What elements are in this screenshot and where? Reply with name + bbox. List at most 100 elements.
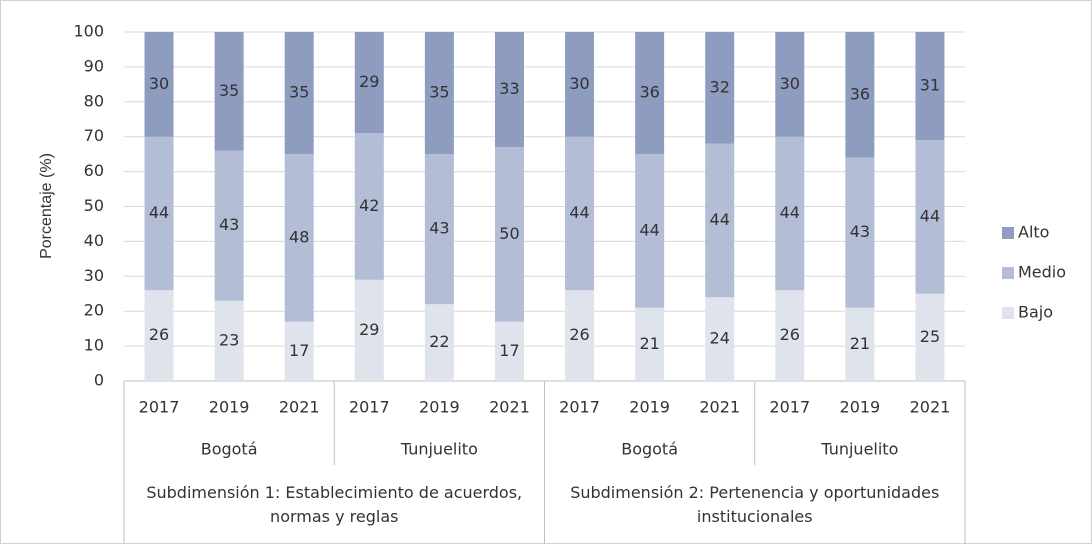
data-label: 36 xyxy=(850,84,870,103)
bar-segment xyxy=(424,32,454,155)
data-label: 35 xyxy=(219,81,239,100)
data-label: 35 xyxy=(429,83,449,102)
group-label: Bogotá xyxy=(621,440,678,459)
bar-segment xyxy=(494,321,524,381)
data-label: 22 xyxy=(429,332,449,351)
legend-swatch xyxy=(1002,227,1014,239)
data-label: 36 xyxy=(639,83,659,102)
y-axis-label: Porcentaje (%) xyxy=(38,153,55,259)
legend-swatch xyxy=(1002,307,1014,319)
bar-segment xyxy=(775,136,805,291)
legend-swatch xyxy=(1002,267,1014,279)
y-tick-label: 40 xyxy=(84,231,104,250)
data-label: 26 xyxy=(569,325,589,344)
x-tick-label: 2019 xyxy=(840,398,881,417)
bar-segment xyxy=(565,32,595,137)
y-tick-label: 20 xyxy=(84,301,104,320)
bar-segment xyxy=(424,304,454,381)
x-tick-label: 2021 xyxy=(279,398,320,417)
bar-segment xyxy=(775,32,805,137)
data-label: 43 xyxy=(850,222,870,241)
x-tick-label: 2017 xyxy=(349,398,390,417)
y-tick-label: 60 xyxy=(84,161,104,180)
y-tick-label: 70 xyxy=(84,126,104,145)
y-tick-label: 30 xyxy=(84,266,104,285)
bar-segment xyxy=(284,32,314,155)
bar-segment xyxy=(494,32,524,148)
legend-label: Bajo xyxy=(1018,303,1053,322)
bar-segment xyxy=(494,147,524,322)
supergroup-label: Subdimensión 2: Pertenencia y oportunida… xyxy=(570,483,940,526)
bar-segment xyxy=(845,32,875,158)
bar-segment xyxy=(214,32,244,151)
data-label: 30 xyxy=(780,74,800,93)
data-label: 44 xyxy=(149,203,169,222)
data-label: 44 xyxy=(639,220,659,239)
bar-segment xyxy=(635,154,665,308)
data-label: 32 xyxy=(710,77,730,96)
bar-segment xyxy=(144,290,174,381)
bar-segment xyxy=(424,154,454,305)
data-label: 25 xyxy=(920,327,940,346)
group-label: Tunjuelito xyxy=(400,440,478,459)
x-tick-label: 2017 xyxy=(769,398,810,417)
y-tick-label: 10 xyxy=(84,336,104,355)
data-label: 48 xyxy=(289,227,309,246)
bar-segment xyxy=(284,154,314,322)
data-label: 17 xyxy=(499,341,519,360)
group-label: Bogotá xyxy=(201,440,258,459)
data-label: 44 xyxy=(780,203,800,222)
x-tick-label: 2021 xyxy=(910,398,951,417)
bar-segment xyxy=(705,143,735,298)
bar-segment xyxy=(565,290,595,381)
data-label: 42 xyxy=(359,196,379,215)
y-tick-label: 80 xyxy=(84,91,104,110)
group-label: Tunjuelito xyxy=(820,440,898,459)
y-tick-label: 0 xyxy=(94,371,104,390)
bar-segment xyxy=(845,157,875,308)
data-label: 30 xyxy=(149,74,169,93)
data-label: 24 xyxy=(710,329,730,348)
data-label: 43 xyxy=(429,219,449,238)
data-label: 50 xyxy=(499,224,519,243)
legend-label: Medio xyxy=(1018,263,1066,282)
bar-segment xyxy=(915,293,945,381)
bar-segment xyxy=(565,136,595,291)
bar-segment xyxy=(915,32,945,141)
data-label: 21 xyxy=(850,334,870,353)
y-tick-label: 90 xyxy=(84,56,104,75)
bar-segment xyxy=(144,32,174,137)
x-tick-label: 2017 xyxy=(139,398,180,417)
data-label: 29 xyxy=(359,320,379,339)
bar-segment xyxy=(144,136,174,291)
x-tick-label: 2017 xyxy=(559,398,600,417)
data-label: 26 xyxy=(780,325,800,344)
data-label: 21 xyxy=(639,334,659,353)
bar-segment xyxy=(915,140,945,294)
data-label: 44 xyxy=(569,203,589,222)
bar-segment xyxy=(354,32,384,134)
data-label: 30 xyxy=(569,74,589,93)
bar-segment xyxy=(214,300,244,381)
legend-label: Alto xyxy=(1018,223,1049,242)
data-label: 26 xyxy=(149,325,169,344)
x-tick-label: 2021 xyxy=(489,398,530,417)
bar-segment xyxy=(705,32,735,144)
bar-segment xyxy=(845,307,875,381)
data-label: 43 xyxy=(219,215,239,234)
bar-segment xyxy=(705,297,735,381)
data-label: 23 xyxy=(219,330,239,349)
x-tick-label: 2021 xyxy=(699,398,740,417)
x-tick-label: 2019 xyxy=(629,398,670,417)
data-label: 44 xyxy=(920,206,940,225)
y-tick-label: 50 xyxy=(84,196,104,215)
bar-segment xyxy=(214,150,244,301)
data-label: 17 xyxy=(289,341,309,360)
bar-segment xyxy=(354,279,384,381)
bar-segment xyxy=(635,307,665,381)
x-tick-label: 2019 xyxy=(209,398,250,417)
data-label: 35 xyxy=(289,83,309,102)
data-label: 31 xyxy=(920,76,940,95)
